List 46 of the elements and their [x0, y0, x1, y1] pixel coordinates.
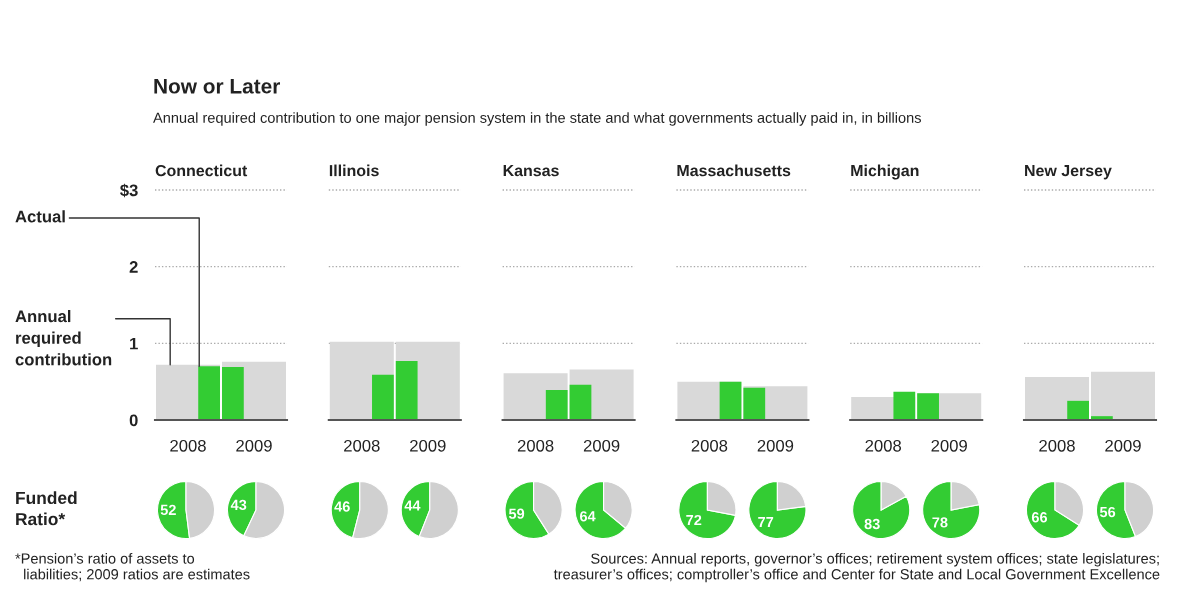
chart-title: Michigan	[851, 164, 919, 180]
y-tick-label: $3	[120, 183, 138, 198]
text: *Pension’s ratio of assets to liabilities; 2009 ratios are estimates	[15, 553, 250, 582]
data-label: 72	[686, 514, 702, 526]
x-tick-label: 2008	[1039, 439, 1075, 452]
chart-title: Illinois	[329, 164, 379, 177]
pie-slice	[922, 480, 981, 540]
chart-title: Kansas	[503, 165, 559, 177]
x-tick-label: 2009	[236, 439, 272, 452]
data-label: 78	[932, 517, 948, 528]
chart-title: Connecticut	[155, 164, 248, 177]
x-tick-label: 2008	[344, 439, 380, 452]
text: Funded Ratio*	[16, 491, 77, 526]
text: Annual required contribution to one major pension system in the state and what governments actually paid in, in billions	[153, 112, 921, 126]
x-tick-label: 2008	[170, 439, 206, 452]
text: Now or Later	[154, 79, 281, 94]
data-label: 83	[864, 518, 880, 530]
pie-slice	[678, 480, 737, 540]
data-label: 46	[334, 501, 350, 512]
x-tick-label: 2009	[931, 439, 967, 452]
x-tick-label: 2009	[1105, 439, 1141, 452]
pie-slice	[748, 480, 807, 540]
x-tick-label: 2008	[865, 439, 902, 452]
source-note: Sources: Annual reports, governor’s offices; retirement system offices; state legislatures; treasurer’s offices; comptroller’s office and Center for State and Local Government Excellence	[553, 553, 1160, 583]
text: Actual	[15, 210, 65, 223]
x-tick-label: 2008	[517, 439, 554, 452]
text: Annual required contribution	[15, 310, 112, 366]
chart-title: Massachusetts	[677, 164, 791, 177]
data-label: 66	[1031, 512, 1048, 523]
pie-slice	[1025, 480, 1080, 540]
data-label: 44	[404, 500, 421, 511]
x-tick-label: 2009	[583, 439, 620, 452]
y-tick-label: 1	[130, 337, 138, 350]
x-tick-label: 2008	[691, 439, 728, 452]
y-tick-label: 2	[129, 261, 138, 273]
chart-title: New Jersey	[1025, 165, 1112, 180]
x-tick-label: 2009	[410, 439, 446, 452]
y-tick-label: 0	[129, 414, 138, 427]
data-label: 43	[230, 499, 247, 511]
pie-slice	[852, 480, 911, 540]
data-label: 59	[508, 508, 525, 519]
data-label: 77	[758, 517, 774, 528]
data-label: 64	[580, 511, 596, 522]
x-tick-label: 2009	[757, 439, 794, 452]
data-label: 52	[160, 504, 176, 516]
data-label: 56	[1099, 506, 1116, 518]
